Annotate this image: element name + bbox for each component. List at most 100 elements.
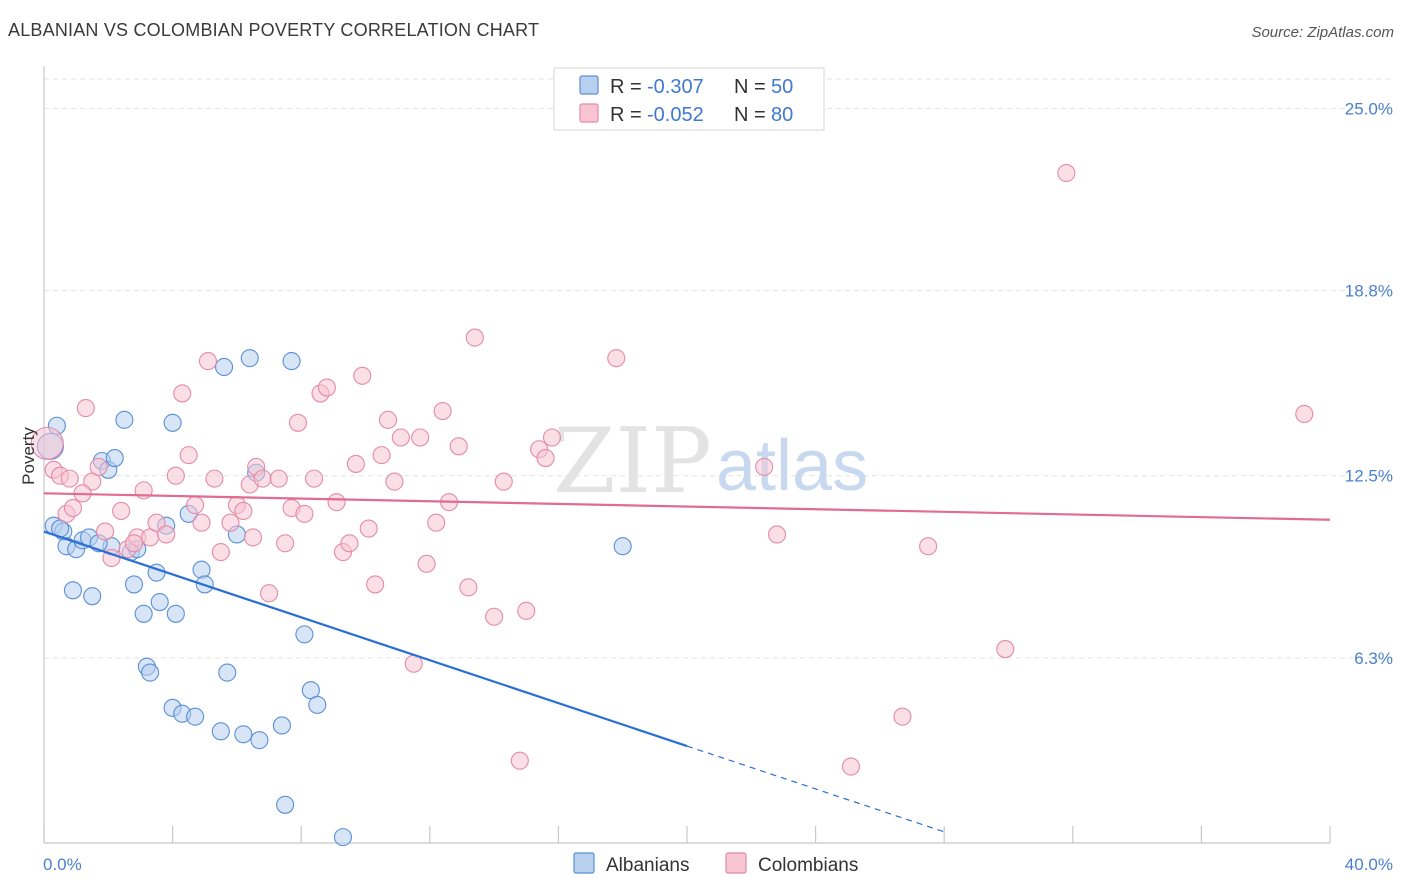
legend-box: R = -0.307 N = 50 R = -0.052 N = 80	[553, 67, 825, 131]
y-tick-label: 12.5%	[1345, 467, 1393, 486]
colombians-point	[372, 446, 391, 465]
colombians-point	[417, 554, 436, 573]
colombians-point	[253, 469, 272, 488]
colombians-points	[30, 163, 1314, 776]
colombians-point	[288, 413, 308, 432]
legend-swatch-albanians	[579, 75, 599, 95]
x-tick-label-max: 40.0%	[1345, 855, 1393, 874]
legend-r-value: -0.052	[647, 104, 704, 126]
colombians-point	[485, 607, 504, 626]
chart-title: ALBANIAN VS COLOMBIAN POVERTY CORRELATIO…	[8, 20, 540, 40]
legend-n-label: N =	[734, 76, 766, 98]
legend-n-value: 50	[771, 76, 793, 98]
colombians-point	[542, 428, 562, 447]
colombians-point	[198, 352, 218, 371]
albanians-point	[295, 625, 314, 644]
bottom-legend: Albanians Colombians	[573, 852, 858, 876]
colombians-point	[327, 493, 346, 512]
bottom-legend-swatch-albanians[interactable]	[573, 852, 595, 874]
colombians-point	[89, 457, 108, 476]
legend-n-value: 80	[771, 104, 793, 126]
colombians-point	[63, 498, 82, 518]
colombians-point	[173, 384, 192, 403]
watermark-atlas: atlas	[716, 426, 868, 506]
colombians-point	[211, 543, 230, 562]
albanians-trend-line	[43, 530, 688, 748]
colombians-point	[179, 446, 198, 465]
albanians-point	[83, 587, 102, 606]
albanians-point	[218, 663, 237, 682]
colombians-point	[186, 496, 205, 515]
bottom-legend-colombians[interactable]: Colombians	[758, 855, 858, 876]
albanians-point	[282, 352, 301, 371]
chart-source: Source: ZipAtlas.com	[1251, 24, 1394, 41]
colombians-point	[192, 513, 211, 532]
colombians-trend-line	[43, 492, 1331, 521]
colombians-point	[1057, 163, 1076, 183]
y-tick-labels: 6.3% 12.5% 18.8% 25.0%	[1345, 99, 1393, 667]
albanians-point	[276, 795, 295, 814]
colombians-point	[494, 472, 513, 491]
legend-r-label: R =	[610, 76, 642, 98]
y-tick-label: 18.8%	[1345, 282, 1393, 301]
colombians-point	[205, 469, 224, 488]
colombians-point	[459, 578, 478, 597]
legend-r-value: -0.307	[647, 76, 704, 98]
colombians-point	[378, 410, 398, 429]
colombians-point	[76, 399, 95, 418]
albanians-point	[105, 449, 124, 468]
watermark: ZIP atlas	[553, 409, 868, 514]
colombians-point	[221, 513, 240, 532]
colombians-point	[536, 449, 555, 468]
albanians-point	[250, 731, 269, 750]
colombians-point	[60, 469, 79, 488]
legend-r-label: R =	[610, 104, 642, 126]
x-tick-labels: 0.0% 40.0%	[43, 855, 1393, 874]
colombians-point	[259, 584, 279, 603]
colombians-point	[346, 454, 365, 473]
trend-lines	[43, 492, 1331, 833]
albanians-point	[214, 357, 234, 377]
albanians-point	[192, 560, 211, 579]
albanians-point	[186, 707, 205, 726]
colombians-point	[305, 469, 324, 488]
colombians-point	[366, 575, 385, 594]
colombians-point	[433, 401, 452, 421]
albanians-points	[36, 349, 632, 847]
colombians-point	[607, 349, 626, 368]
colombians-point	[234, 501, 253, 521]
colombians-point	[30, 426, 64, 460]
colombians-point	[893, 707, 912, 726]
colombians-point	[359, 519, 378, 538]
colombians-point	[96, 522, 115, 541]
colombians-point	[391, 428, 410, 447]
albanians-point	[141, 663, 160, 682]
colombians-point	[112, 501, 131, 521]
colombians-point	[919, 537, 938, 556]
bottom-legend-albanians[interactable]: Albanians	[606, 855, 689, 876]
colombians-point	[767, 525, 787, 544]
colombians-point	[243, 528, 263, 547]
albanians-point	[613, 537, 632, 556]
colombians-point	[510, 751, 529, 770]
colombians-point	[755, 457, 774, 476]
colombians-point	[147, 513, 166, 532]
colombians-point	[353, 366, 372, 385]
albanians-point	[240, 349, 259, 368]
colombians-point	[465, 328, 484, 347]
colombians-point	[411, 428, 430, 447]
y-tick-label: 6.3%	[1354, 649, 1393, 668]
albanians-point	[234, 725, 253, 744]
y-axis-label: Poverty	[19, 427, 38, 485]
albanians-point	[134, 604, 153, 623]
albanians-point	[163, 413, 182, 432]
gridlines	[44, 78, 1392, 659]
albanians-point	[272, 716, 291, 735]
colombians-point	[157, 525, 176, 544]
colombians-point	[269, 469, 288, 488]
bottom-legend-swatch-colombians[interactable]	[725, 852, 747, 874]
albanians-point	[166, 604, 185, 623]
albanians-point	[150, 592, 169, 612]
colombians-point	[166, 466, 185, 485]
